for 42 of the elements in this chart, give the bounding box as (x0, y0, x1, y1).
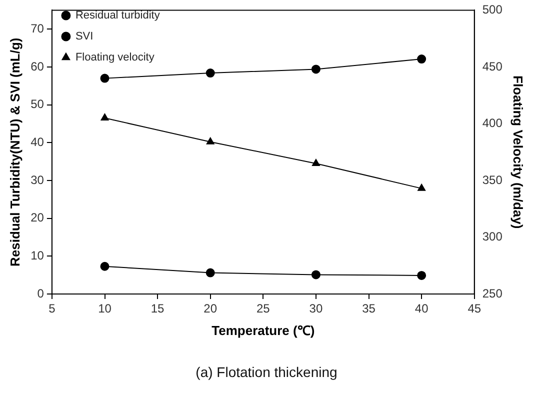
point (311, 64, 320, 74)
x-tick-label: 35 (362, 302, 376, 316)
y-tick-label: 60 (30, 59, 44, 74)
y-axis-title: Residual Turbidity(NTU) & SVI (mL/g) (7, 38, 22, 266)
x-tick-label: 20 (204, 302, 218, 316)
x-axis-title: Temperature (℃) (212, 322, 315, 338)
text: (a) Flotation thickening (194, 364, 338, 380)
point (417, 270, 426, 280)
point (100, 262, 110, 271)
x-tick-label: 5 (48, 302, 56, 316)
y-tick-label: 70 (30, 21, 44, 36)
point (100, 74, 110, 83)
x-tick-label: 30 (309, 302, 323, 316)
x-tick-label: 40 (414, 302, 429, 316)
y2-tick-label: 250 (482, 286, 503, 300)
y-tick-label: 30 (30, 172, 44, 187)
y-tick-label: 20 (30, 210, 44, 225)
x-tick-label: 45 (468, 302, 482, 316)
y2-axis-title: Floating Velocity (m/day) (510, 76, 526, 229)
legend-label: Floating velocity (75, 52, 155, 64)
point (206, 68, 215, 78)
y2-tick-label: 350 (482, 172, 503, 187)
x-tick-label: 10 (98, 302, 112, 316)
point (311, 270, 320, 280)
point (418, 184, 426, 191)
legend-label: Residual turbidity (75, 10, 160, 22)
point (206, 268, 215, 278)
x-tick-label: 15 (150, 302, 165, 316)
y-tick-label: 10 (30, 248, 44, 262)
y-tick-label: 50 (30, 97, 44, 112)
y2-tick-label: 500 (482, 2, 503, 17)
point (100, 114, 109, 121)
point (206, 137, 214, 144)
y-tick-label: 40 (30, 134, 44, 149)
x-tick-label: 25 (256, 302, 270, 316)
y-tick-label: 0 (37, 286, 44, 300)
y2-tick-label: 300 (482, 230, 503, 244)
y2-tick-label: 400 (482, 116, 503, 130)
y2-tick-label: 450 (482, 59, 503, 74)
legend-label: SVI (75, 30, 94, 43)
point (417, 54, 426, 64)
point (312, 158, 320, 166)
